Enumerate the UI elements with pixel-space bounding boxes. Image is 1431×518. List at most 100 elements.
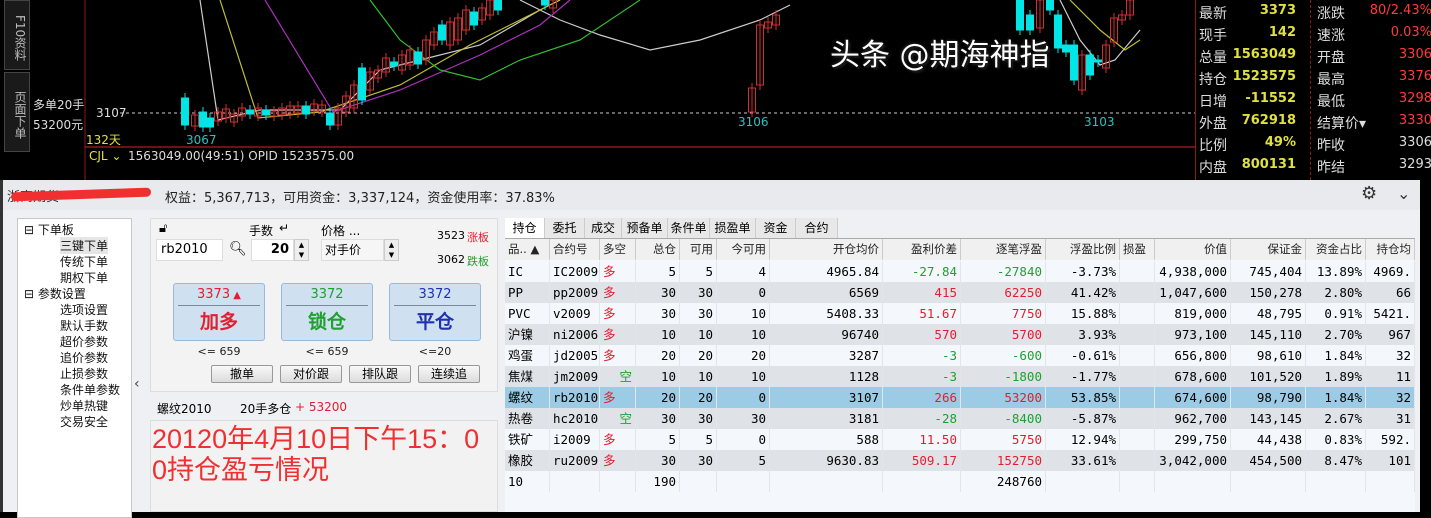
column-header[interactable]: 浮盈比例 xyxy=(1046,239,1120,260)
table-cell: 10 xyxy=(505,471,550,492)
chevron-down-icon[interactable]: ⌄ xyxy=(1397,184,1411,203)
table-cell: 509.17 xyxy=(883,450,961,471)
table-cell: 30 xyxy=(636,282,680,303)
column-header[interactable]: 总仓 xyxy=(636,239,680,260)
side-tab-order[interactable]: 页面下单 xyxy=(4,72,30,152)
table-row[interactable]: 铁矿 i2009 多 5 5 0 588 11.50 5750 12.94% 299,750 44,4… xyxy=(505,429,1415,450)
table-row[interactable]: 沪镍 ni2006 多 10 10 10 96740 570 5700 3.93% 973,100 1… xyxy=(505,324,1415,345)
small-button[interactable]: 对价跟 xyxy=(280,365,342,383)
max-qty-label: <= 659 xyxy=(305,345,349,358)
order-button-2[interactable]: 3372 平仓 xyxy=(389,283,481,341)
tab[interactable]: 损盈单 xyxy=(710,218,756,238)
tab[interactable]: 条件单 xyxy=(668,218,710,238)
tab[interactable]: 资金 xyxy=(756,218,796,238)
column-header[interactable]: 今可用 xyxy=(717,239,770,260)
column-header[interactable]: 损盈 xyxy=(1120,239,1155,260)
small-button[interactable]: 连续追 xyxy=(418,365,480,383)
quote-value: 800131 xyxy=(1241,157,1296,172)
tree-item[interactable]: 传统下单 xyxy=(60,255,109,269)
column-header[interactable]: 可用 xyxy=(680,239,717,260)
table-cell: 10 xyxy=(680,324,717,345)
column-header[interactable]: 多空 xyxy=(600,239,636,260)
stepper-arrows-icon[interactable]: ▲ ▼ xyxy=(294,239,309,261)
table-cell: 1,047,600 xyxy=(1155,282,1231,303)
symbol-input[interactable]: rb2010 xyxy=(156,239,223,261)
column-header[interactable]: 资金占比 xyxy=(1306,239,1366,260)
moving-average-line xyxy=(369,0,641,81)
price-type-select[interactable]: 对手价 xyxy=(321,239,384,261)
candle-body xyxy=(422,39,430,61)
unlock-icon[interactable]: 🔓︎ xyxy=(159,221,168,236)
table-cell: -28 xyxy=(883,408,961,429)
quote-row: 总量 1563049 开盘 3306 xyxy=(1196,45,1431,67)
table-row[interactable]: PVC v2009 多 30 30 10 5408.33 51.67 7750 15.88% 819… xyxy=(505,303,1415,324)
table-cell: 9630.83 xyxy=(770,450,883,471)
column-header[interactable]: 持仓均 xyxy=(1366,239,1415,260)
stepper-arrows-icon[interactable]: ▲ ▼ xyxy=(384,239,399,261)
table-cell xyxy=(680,471,717,492)
column-header[interactable]: 盈利价差 xyxy=(883,239,961,260)
candle-body xyxy=(1046,0,1054,11)
table-row[interactable]: PP pp2009 多 30 30 0 6569 415 62250 41.42% 1,047,60… xyxy=(505,282,1415,303)
column-header[interactable]: 品.. ▲ xyxy=(505,239,550,260)
table-row[interactable]: 10 190 248760 xyxy=(505,471,1415,492)
table-cell: 热卷 xyxy=(505,408,550,429)
small-button[interactable]: 撤单 xyxy=(211,365,273,383)
table-row[interactable]: 焦煤 jm2009 空 10 10 10 1128 -3 -1800 -1.77% 678,600 1… xyxy=(505,366,1415,387)
column-header[interactable]: 逐笔浮盈 xyxy=(961,239,1046,260)
gear-icon[interactable]: ⚙ xyxy=(1361,183,1378,204)
tree-group[interactable]: ⊟ 下单板 xyxy=(24,221,74,238)
order-button-0[interactable]: 3373 ▲ 加多 xyxy=(173,283,265,341)
table-cell: 454,500 xyxy=(1231,450,1306,471)
table-cell: 0 xyxy=(717,429,770,450)
tree-item[interactable]: 三键下单 xyxy=(60,237,109,254)
tab[interactable]: 预备单 xyxy=(622,218,668,238)
tree-item[interactable]: 炒单热键 xyxy=(60,399,109,413)
table-cell: -8400 xyxy=(961,408,1046,429)
collapse-box-icon[interactable]: ⊟ xyxy=(24,223,38,237)
candle-body xyxy=(262,109,270,116)
table-cell: 3287 xyxy=(770,345,883,366)
tab[interactable]: 成交 xyxy=(585,218,622,238)
kline-chart[interactable]: F10资料 页面下单 多单20手 53200元 3107 132天 3067 3… xyxy=(0,0,1431,180)
table-row[interactable]: IC IC2009 多 5 5 4 4965.84 -27.84 -27840 -3.73% 4,9… xyxy=(505,261,1415,282)
return-icon[interactable]: ↵ xyxy=(279,221,290,235)
indicator-selector[interactable]: CJL ⌄ xyxy=(89,149,122,163)
table-cell: 1.84% xyxy=(1306,345,1366,366)
column-header[interactable]: 开仓均价 xyxy=(770,239,883,260)
tree-item[interactable]: 条件单参数 xyxy=(60,383,121,397)
tree-item[interactable]: 默认手数 xyxy=(60,319,109,333)
table-row[interactable]: 热卷 hc2010 空 30 30 30 3181 -28 -8400 -5.87% 962,700… xyxy=(505,408,1415,429)
candle-body xyxy=(1026,14,1034,31)
collapse-box-icon[interactable]: ⊟ xyxy=(24,287,38,301)
tree-item[interactable]: 选项设置 xyxy=(60,303,109,317)
candle-body xyxy=(462,9,470,31)
tree-item[interactable]: 交易安全 xyxy=(60,415,109,429)
table-cell: 3.93% xyxy=(1046,324,1120,345)
table-cell: 588 xyxy=(770,429,883,450)
order-log-box xyxy=(150,420,498,512)
tab[interactable]: 委托 xyxy=(545,218,585,238)
table-row[interactable]: 螺纹 rb2010 多 20 20 0 3107 266 53200 53.85% 674,600 9… xyxy=(505,387,1415,408)
column-header[interactable]: 合约号 xyxy=(550,239,600,260)
collapse-arrow-icon[interactable]: ‹ xyxy=(134,376,140,392)
candle-body xyxy=(414,51,422,65)
tree-item[interactable]: 止损参数 xyxy=(60,367,109,381)
table-cell: 51.67 xyxy=(883,303,961,324)
search-icon[interactable]: 🔍︎ xyxy=(229,241,247,257)
tree-item[interactable]: 追价参数 xyxy=(60,351,109,365)
tab[interactable]: 持仓 xyxy=(505,218,545,238)
column-header[interactable]: 保证金 xyxy=(1231,239,1306,260)
tree-group[interactable]: ⊟ 参数设置 xyxy=(24,285,86,302)
table-row[interactable]: 橡胶 ru2009 多 30 30 5 9630.83 509.17 152750 33.61% 3… xyxy=(505,450,1415,471)
small-button[interactable]: 排队跟 xyxy=(349,365,411,383)
tree-item[interactable]: 期权下单 xyxy=(60,271,109,285)
column-header[interactable]: 价值 xyxy=(1155,239,1231,260)
order-button-1[interactable]: 3372 锁仓 xyxy=(281,283,373,341)
tree-item[interactable]: 超价参数 xyxy=(60,335,109,349)
table-row[interactable]: 鸡蛋 jd2005 多 20 20 20 3287 -3 -600 -0.61% 656,800 98… xyxy=(505,345,1415,366)
tab[interactable]: 合约 xyxy=(796,218,838,238)
table-cell xyxy=(1155,471,1231,492)
qty-stepper[interactable]: 20 xyxy=(251,239,294,261)
side-tab-f10[interactable]: F10资料 xyxy=(4,0,30,70)
